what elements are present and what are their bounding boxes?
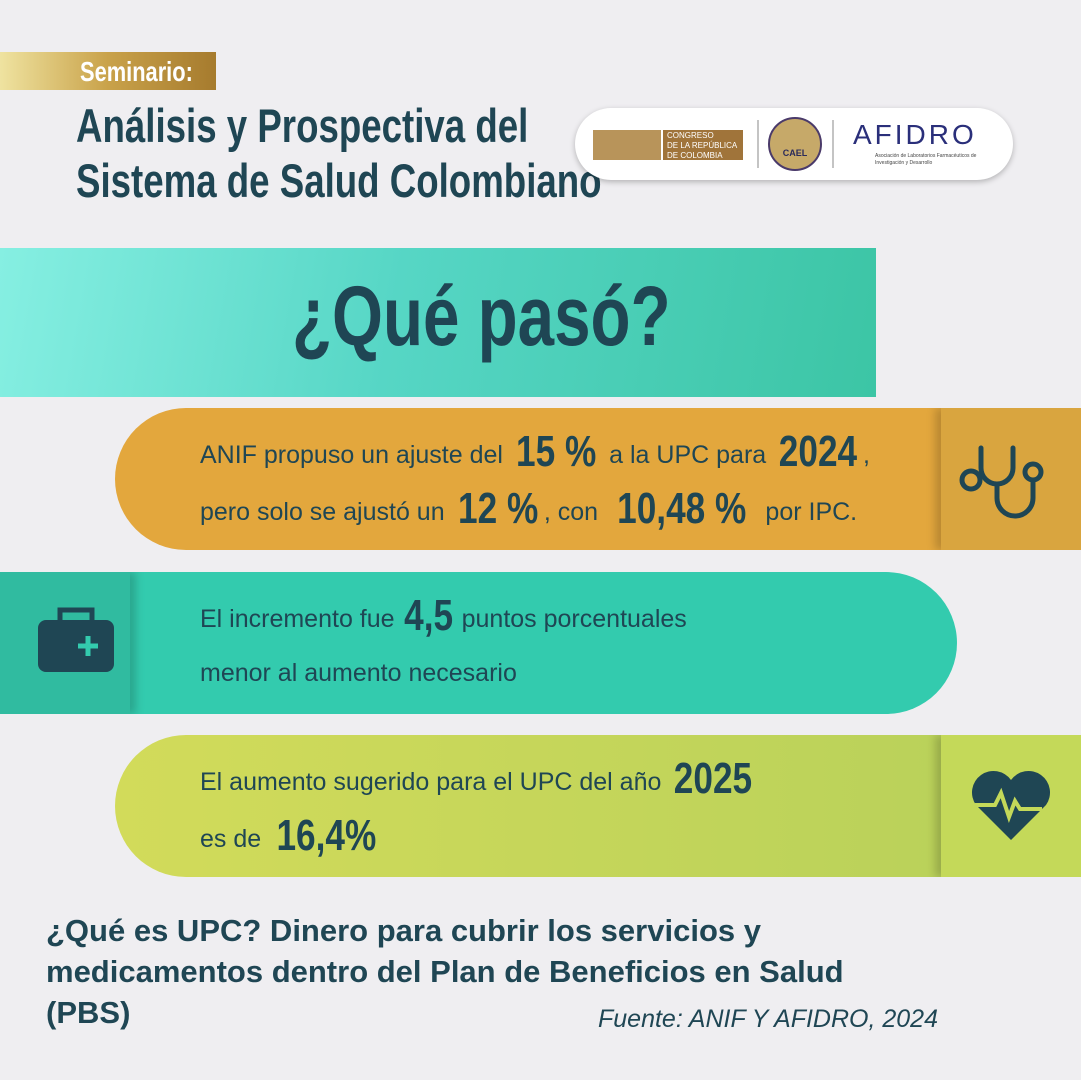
logo-art: CONGRESO DE LA REPÚBLICA DE COLOMBIA CAE…: [593, 117, 977, 171]
heart-icon: [971, 770, 1051, 840]
text: pero solo se ajustó un: [200, 498, 452, 526]
banner-line: ANIF propuso un ajuste del 15 % a la UPC…: [200, 425, 870, 482]
heading-band: ¿Qué pasó?: [0, 248, 876, 397]
banner-text: El incremento fue 4,5 puntos porcentuale…: [200, 589, 687, 700]
seminar-tag: Seminario:: [0, 52, 216, 90]
logo-text: CAEL: [783, 148, 808, 158]
banner-line: menor al aumento necesario: [200, 646, 687, 700]
logo-text: DE COLOMBIA: [667, 151, 723, 160]
highlight: 2024: [778, 427, 858, 476]
source: Fuente: ANIF Y AFIDRO, 2024: [598, 1005, 938, 1033]
icon-box: [941, 735, 1081, 877]
highlight: 12 %: [457, 484, 538, 533]
text: es de: [200, 825, 269, 853]
heading: ¿Qué pasó?: [292, 269, 671, 363]
highlight: 4,5: [403, 591, 453, 640]
icon-box: [0, 572, 130, 714]
text: El incremento fue: [200, 605, 402, 633]
banner-line: es de 16,4%: [200, 809, 758, 866]
footer-note: ¿Qué es UPC? Dinero para cubrir los serv…: [46, 913, 844, 1030]
logo-text: AFIDRO: [853, 119, 977, 150]
banner-text: ANIF propuso un ajuste del 15 % a la UPC…: [200, 425, 870, 539]
highlight: 10,48 %: [617, 484, 747, 533]
highlight: 16,4%: [276, 811, 377, 860]
kit-icon: [38, 607, 114, 672]
banner-text: El aumento sugerido para el UPC del año …: [200, 752, 758, 866]
logo-text: CONGRESO: [667, 131, 714, 140]
text: menor al aumento necesario: [200, 659, 517, 687]
highlight: 2025: [674, 754, 753, 803]
logos: CONGRESO DE LA REPÚBLICA DE COLOMBIA CAE…: [575, 108, 1013, 180]
text: ANIF propuso un ajuste del: [200, 441, 510, 469]
text: El aumento sugerido para el UPC del año: [200, 768, 669, 796]
logo-text: Asociación de Laboratorios Farmacéuticos…: [875, 153, 977, 159]
stethoscope-icon: [959, 445, 1044, 519]
text: por IPC.: [758, 498, 858, 526]
highlight: 15 %: [515, 427, 597, 476]
banner: El aumento sugerido para el UPC del año …: [115, 735, 1081, 877]
banner-line: pero solo se ajustó un 12 %, con 10,48 %…: [200, 482, 870, 539]
banner: ANIF propuso un ajuste del 15 % a la UPC…: [115, 408, 1081, 550]
title: Análisis y Prospectiva del Sistema de Sa…: [76, 98, 750, 208]
title-line: Análisis y Prospectiva del: [76, 99, 529, 152]
icon-box: [941, 408, 1081, 550]
text: , con: [543, 498, 606, 526]
text: a la UPC para: [602, 441, 774, 469]
banner-line: El incremento fue 4,5 puntos porcentuale…: [200, 589, 687, 646]
text: puntos porcentuales: [454, 605, 687, 633]
tag-text: Seminario:: [80, 56, 193, 87]
title-line: Sistema de Salud Colombiano: [76, 154, 602, 207]
banner: El incremento fue 4,5 puntos porcentuale…: [0, 572, 957, 714]
logo-text: DE LA REPÚBLICA: [667, 141, 738, 150]
logo-text: Investigación y Desarrollo: [875, 160, 932, 166]
banner-line: El aumento sugerido para el UPC del año …: [200, 752, 758, 809]
text: ,: [863, 441, 870, 469]
